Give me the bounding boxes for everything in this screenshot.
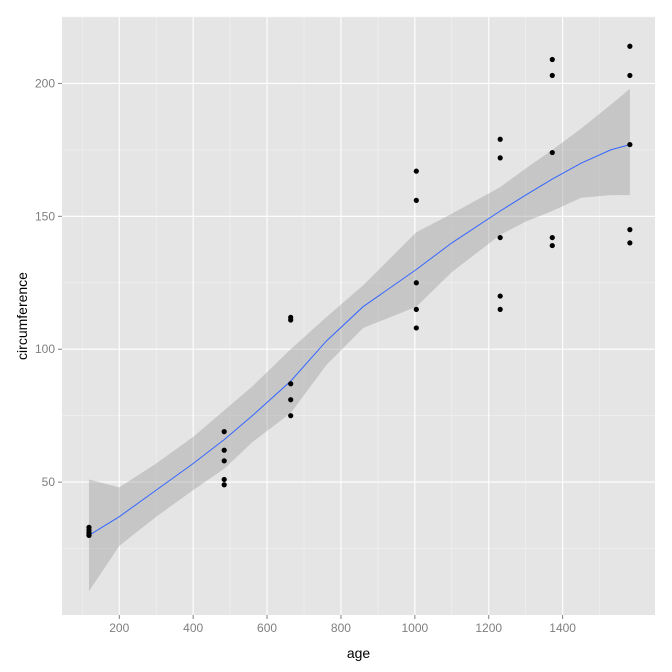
x-tick-label: 1200 [475,621,502,635]
data-point [288,314,294,320]
minor-gridlines [62,16,655,615]
data-point [549,149,555,156]
data-point [221,482,227,488]
x-tick-label: 1400 [549,621,576,635]
data-point [497,234,503,241]
data-point [413,197,419,203]
x-tick-label: 600 [257,621,277,635]
x-tick-label: 1000 [401,621,428,635]
x-tick-label: 400 [183,621,203,635]
x-tick-label: 200 [109,621,129,635]
data-points [86,43,633,538]
data-point [288,413,294,419]
data-point [288,397,294,403]
data-point [221,476,227,483]
y-axis-title: circumference [14,272,30,360]
x-axis-ticks: 200 400 600 800 1000 1200 1400 [109,615,576,635]
data-point [497,306,503,312]
y-tick-label: 150 [35,209,55,223]
data-point [627,227,633,233]
major-gridlines [62,17,655,615]
data-point [413,168,419,174]
y-axis-ticks: 50 100 150 200 [35,76,62,489]
data-point [288,381,294,387]
data-point [627,72,633,79]
data-point [413,306,419,312]
data-point [497,155,503,161]
data-point [221,429,227,435]
y-tick-label: 100 [35,342,55,356]
data-point [221,447,227,453]
data-point [497,136,503,142]
data-point [413,280,419,286]
plot-panel [62,17,655,615]
data-point [497,293,503,299]
data-point [627,141,633,148]
y-tick-label: 50 [42,475,56,489]
data-point [413,325,419,331]
data-point [86,524,92,530]
data-point [549,56,555,63]
data-point [549,234,555,241]
data-point [627,240,633,246]
y-tick-label: 200 [35,76,55,90]
x-axis-title: age [347,645,371,661]
data-point [627,43,633,49]
smooth-trend-line [88,144,631,536]
data-point [549,242,555,249]
x-tick-label: 800 [331,621,351,635]
data-point [86,530,92,536]
data-point [549,72,555,79]
data-point [221,458,227,464]
